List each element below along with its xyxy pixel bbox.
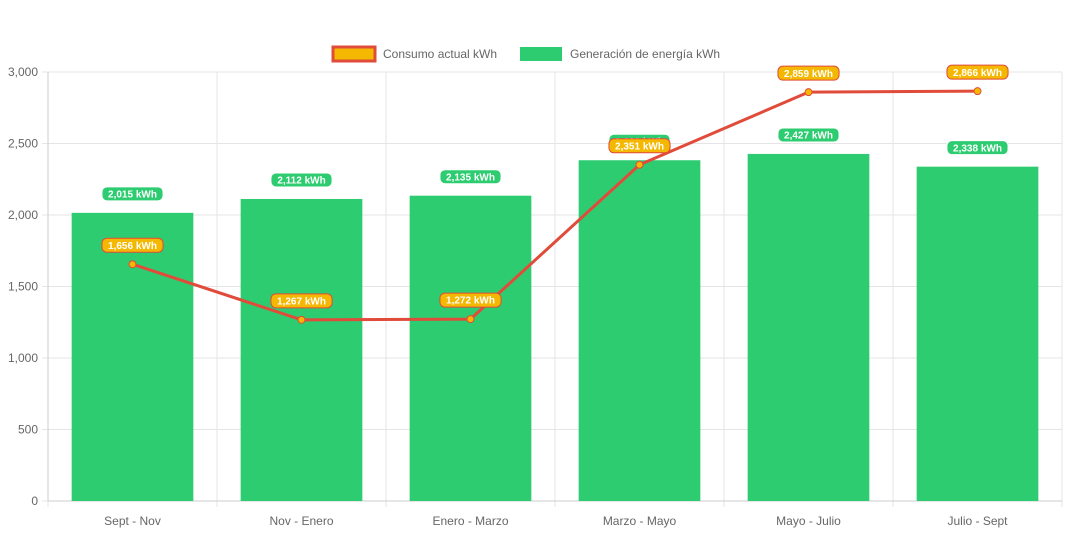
line-data-label: 1,272 kWh — [439, 292, 502, 308]
x-tick-label: Enero - Marzo — [432, 514, 508, 528]
bar-data-label: 2,338 kWh — [946, 140, 1009, 156]
bar-data-label-bg — [946, 140, 1009, 156]
y-tick-label: 500 — [18, 423, 38, 437]
line-point-consumo[interactable] — [635, 160, 644, 169]
line-data-label-bg — [777, 65, 840, 81]
x-tick-label: Julio - Sept — [947, 514, 1008, 528]
legend-swatch-consumo[interactable] — [331, 45, 377, 63]
bar-data-label-text: 2,338 kWh — [953, 143, 1002, 154]
bar-data-label-text: 2,427 kWh — [784, 131, 833, 142]
x-tick-label: Marzo - Mayo — [603, 514, 677, 528]
legend: Consumo actual kWh Generación de energía… — [331, 45, 720, 63]
bar-data-label: 2,135 kWh — [439, 169, 502, 185]
legend-swatch-generacion[interactable] — [520, 47, 562, 61]
bar-generacion[interactable] — [747, 153, 870, 501]
line-consumo — [132, 89, 978, 322]
x-tick-label: Nov - Enero — [269, 514, 333, 528]
grid-layer: 0 500 1,000 1,500 2,000 2,500 3,000 Sept - Nov N… — [8, 65, 1063, 528]
bar-data-label-text: 2,015 kWh — [108, 189, 157, 200]
bar-data-label-text: 2,112 kWh — [277, 176, 325, 187]
line-data-label: 2,351 kWh — [608, 138, 671, 154]
bar-generacion[interactable] — [916, 166, 1039, 501]
line-data-label-text: 1,267 kWh — [277, 296, 326, 307]
line-data-label-text: 2,351 kWh — [615, 141, 664, 152]
y-tick-label: 1,000 — [8, 351, 38, 365]
line-point-consumo[interactable] — [297, 315, 306, 324]
bar-data-label: 2,427 kWh — [777, 127, 840, 143]
line-data-label-bg — [101, 237, 164, 253]
y-tick-label: 2,000 — [8, 208, 38, 222]
y-tick-label: 2,500 — [8, 137, 38, 151]
bar-data-label-text: 2,135 kWh — [446, 172, 495, 183]
line-data-label-text: 2,866 kWh — [953, 68, 1002, 79]
line-data-label-text: 2,859 kWh — [784, 69, 833, 80]
bar-data-label-bg — [270, 172, 333, 188]
line-point-consumo[interactable] — [804, 88, 813, 97]
line-data-label-text: 1,656 kWh — [108, 241, 157, 252]
line-point-consumo[interactable] — [466, 315, 475, 324]
bar-generacion[interactable] — [578, 160, 701, 501]
bar-data-label: 2,112 kWh — [270, 172, 333, 188]
bar-data-label-bg — [101, 186, 164, 202]
bar-generacion[interactable] — [71, 212, 194, 502]
bar-data-label-bg — [439, 169, 502, 185]
x-tick-label: Sept - Nov — [104, 514, 161, 528]
bar-layer — [71, 153, 1039, 502]
line-data-label-bg — [946, 64, 1009, 80]
line-layer — [128, 87, 982, 324]
line-data-label-text: 1,272 kWh — [446, 296, 495, 307]
bar-data-label-bg — [777, 127, 840, 143]
line-data-label: 2,866 kWh — [946, 64, 1009, 80]
line-data-label-bg — [270, 293, 333, 309]
bar-generacion[interactable] — [409, 195, 532, 501]
bar-data-label: 2,015 kWh — [101, 186, 164, 202]
line-point-consumo[interactable] — [128, 260, 137, 269]
line-data-label: 1,267 kWh — [270, 293, 333, 309]
line-point-consumo[interactable] — [973, 87, 982, 96]
legend-label-generacion[interactable]: Generación de energía kWh — [570, 47, 720, 61]
line-data-label-bg — [439, 292, 502, 308]
y-tick-label: 3,000 — [8, 65, 38, 79]
x-tick-label: Mayo - Julio — [776, 514, 841, 528]
y-tick-label: 0 — [31, 494, 38, 508]
line-data-label: 2,859 kWh — [777, 65, 840, 81]
y-tick-label: 1,500 — [8, 280, 38, 294]
line-data-label: 1,656 kWh — [101, 237, 164, 253]
legend-label-consumo[interactable]: Consumo actual kWh — [383, 47, 497, 61]
bar-generacion[interactable] — [240, 198, 363, 501]
line-data-label-bg — [608, 138, 671, 154]
